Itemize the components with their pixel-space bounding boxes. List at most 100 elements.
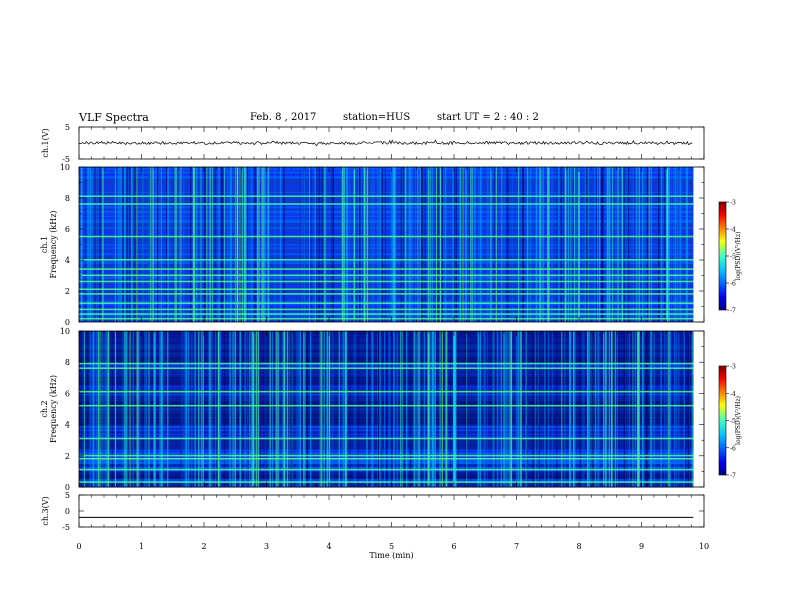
spectrogram-streak	[661, 167, 663, 322]
spectrogram-streak	[551, 331, 554, 487]
spectrogram-streak	[650, 331, 653, 487]
spectrogram-streak	[121, 167, 123, 322]
spectrogram-streak	[195, 167, 198, 322]
spectrogram-streak	[214, 167, 216, 322]
spectrogram-streak	[439, 167, 442, 322]
spectrogram-streak	[153, 331, 155, 487]
sferic-line	[255, 331, 257, 487]
spectrogram-streak	[418, 331, 420, 487]
emission-line	[79, 362, 694, 365]
spectrogram-streak	[343, 167, 345, 322]
spectrogram-streak	[103, 331, 105, 487]
spectrogram-streak	[409, 331, 412, 487]
spectrogram-streak	[636, 331, 638, 487]
spectrogram-streak	[232, 331, 234, 487]
spectrogram-streak	[359, 167, 361, 322]
spectrogram-streak	[533, 331, 535, 487]
spectrogram-streak	[295, 331, 297, 487]
spectrogram-streak	[117, 167, 119, 322]
spectrogram-streak	[197, 331, 199, 487]
spectrogram-streak	[381, 167, 383, 322]
spectrogram-streak	[124, 167, 126, 322]
spectrogram-streak	[421, 167, 422, 322]
spectrogram-streak	[500, 331, 501, 487]
spectrogram-streak	[541, 167, 543, 322]
spectrogram-streak	[309, 331, 311, 487]
emission-line	[79, 367, 694, 370]
spectrogram-streak	[155, 331, 157, 487]
spectrogram-streak	[642, 167, 644, 322]
spectrogram-streak	[319, 331, 321, 487]
spectrogram-streak	[275, 331, 277, 487]
spectrogram-streak	[393, 331, 395, 487]
spectrogram-streak	[561, 167, 563, 322]
spectrogram-streak	[548, 167, 550, 322]
spectrogram-streak	[290, 331, 293, 487]
spectrogram-streak	[349, 167, 351, 322]
spectrogram-streak	[530, 167, 532, 322]
spectrogram-streak	[570, 331, 572, 487]
spectrogram-band	[79, 272, 694, 276]
sferic-line	[136, 167, 138, 322]
emission-line	[79, 288, 694, 291]
sferic-line	[277, 331, 279, 487]
spectrogram-streak	[501, 331, 503, 487]
spectrogram-streak	[449, 331, 451, 487]
spectrogram-streak	[310, 331, 312, 487]
spectrogram-streak	[131, 167, 134, 322]
spectrogram-streak	[635, 167, 638, 322]
sferic-line	[136, 331, 138, 487]
y-tick-label: 4	[65, 256, 70, 265]
spectrogram-streak	[432, 167, 434, 322]
spectrogram-streak	[180, 331, 182, 487]
spectrogram-streak	[604, 331, 607, 487]
y-tick-label: 0	[65, 318, 70, 327]
spectrogram-streak	[606, 167, 608, 322]
spectrogram-streak	[321, 167, 324, 322]
spectrogram-streak	[413, 331, 415, 487]
spectrogram-streak	[331, 331, 334, 487]
spectrogram-streak	[126, 167, 128, 322]
spectrogram-streak	[547, 331, 549, 487]
sferic-line	[586, 331, 588, 487]
spectrogram-streak	[380, 331, 383, 487]
emission-line	[79, 302, 694, 304]
spectrogram-streak	[538, 331, 541, 487]
spectrogram-streak	[496, 331, 498, 487]
spectrogram-streak	[89, 331, 91, 487]
spectrogram-band	[79, 285, 694, 288]
sferic-line	[193, 167, 195, 322]
spectrogram-streak	[394, 167, 396, 322]
spectrogram-streak	[204, 167, 206, 322]
spectrogram-streak	[390, 167, 393, 322]
spectrogram-streak	[457, 331, 459, 487]
spectrogram-streak	[442, 167, 445, 322]
y-tick-label: 10	[60, 327, 70, 336]
y-tick-label: 2	[65, 452, 70, 461]
spectrogram-streak	[229, 167, 231, 322]
spectrogram-streak	[668, 167, 670, 322]
spectrogram-streak	[666, 167, 668, 322]
spectrogram-streak	[643, 331, 646, 487]
spectrogram-streak	[664, 167, 666, 322]
spectrogram-streak	[173, 167, 175, 322]
spectrogram-streak	[93, 331, 96, 487]
spectrogram-streak	[570, 167, 571, 322]
spectrogram-streak	[218, 167, 220, 322]
spectrogram-streak	[520, 331, 522, 487]
spectrogram-streak	[125, 167, 127, 322]
spectrogram-streak	[262, 167, 264, 322]
sferic-line	[239, 167, 241, 322]
spectrogram-band	[79, 186, 694, 189]
spectrogram-streak	[279, 167, 282, 322]
spectrogram-band	[79, 205, 694, 207]
spectrogram-band	[79, 276, 694, 280]
spectrogram-streak	[264, 331, 266, 487]
spectrogram-streak	[611, 167, 613, 322]
spectrogram-streak	[372, 167, 374, 322]
spectrogram-streak	[517, 167, 520, 322]
emission-line	[79, 259, 694, 261]
y-axis-label: ch.3(V)	[41, 496, 50, 525]
spectrogram-streak	[548, 167, 550, 322]
spectrogram-streak	[660, 331, 661, 487]
